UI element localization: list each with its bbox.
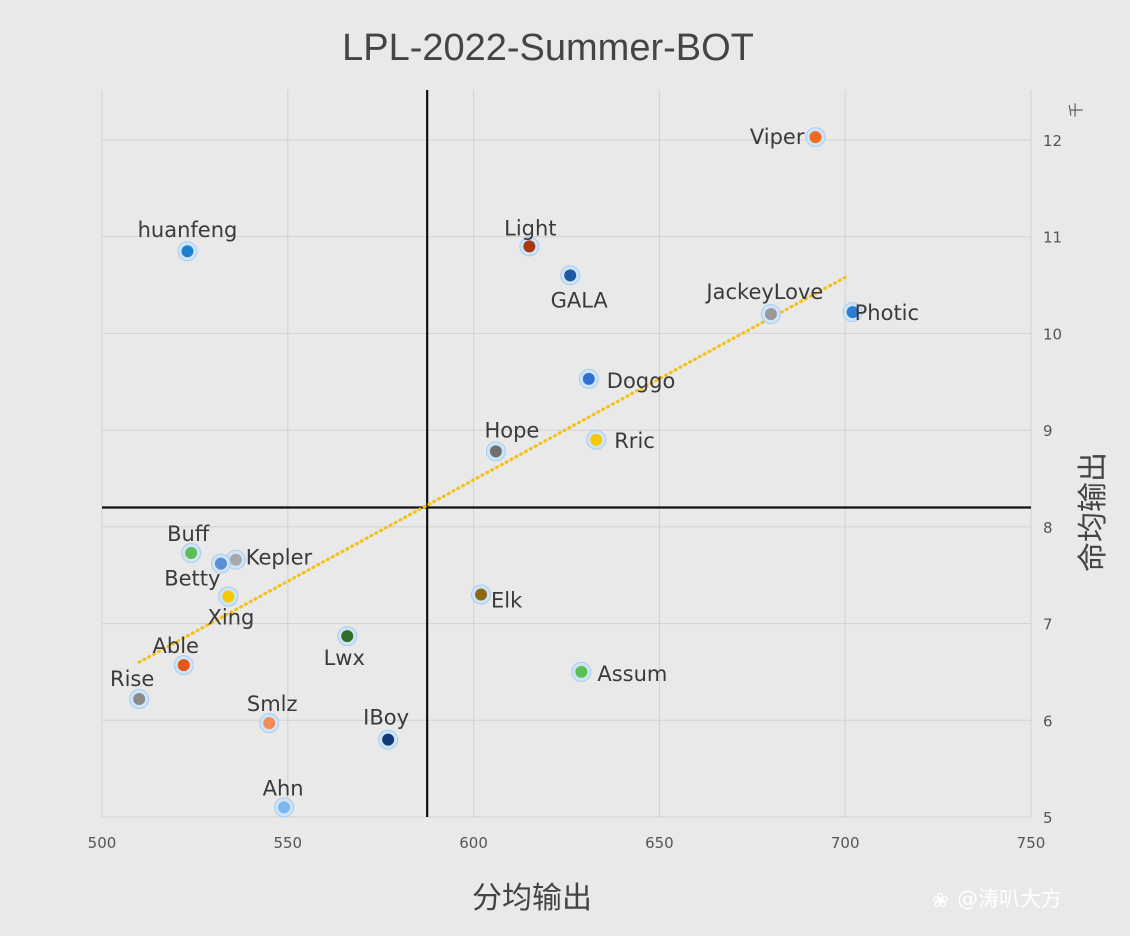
x-tick-label: 650 bbox=[645, 834, 674, 852]
x-tick-label: 600 bbox=[459, 834, 488, 852]
data-point-assum[interactable]: Assum bbox=[571, 661, 668, 686]
data-point-smlz[interactable]: Smlz bbox=[247, 692, 298, 734]
point-marker[interactable] bbox=[278, 801, 291, 814]
point-label: Doggo bbox=[607, 369, 676, 393]
data-point-rric[interactable]: Rric bbox=[586, 429, 655, 453]
y-tick-label: 6 bbox=[1043, 712, 1053, 730]
y-tick-label: 7 bbox=[1043, 616, 1053, 634]
points-layer: Viper huanfeng Light GALA JackeyLove Photic Do… bbox=[110, 125, 919, 818]
point-marker[interactable] bbox=[382, 733, 395, 746]
data-point-kepler[interactable]: Kepler bbox=[225, 546, 313, 570]
x-tick-labels: 500 550 600 650 700 750 bbox=[88, 834, 1046, 852]
data-point-buff[interactable]: Buff bbox=[167, 522, 210, 563]
data-point-xing[interactable]: Xing bbox=[207, 553, 254, 630]
point-label: Able bbox=[153, 634, 199, 658]
point-label: Betty bbox=[164, 566, 220, 590]
point-marker[interactable] bbox=[564, 269, 577, 282]
data-point-viper[interactable]: Viper bbox=[750, 125, 826, 149]
point-marker[interactable] bbox=[523, 240, 536, 253]
point-label: Xing bbox=[207, 606, 254, 630]
y-tick-label: 11 bbox=[1043, 229, 1062, 247]
point-label: Lwx bbox=[324, 646, 365, 670]
point-marker[interactable] bbox=[764, 308, 777, 321]
reference-lines bbox=[102, 90, 1031, 817]
watermark-text: @涛叭大方 bbox=[957, 887, 1062, 911]
point-marker[interactable] bbox=[575, 665, 588, 678]
chart-title: LPL-2022-Summer-BOT bbox=[342, 27, 754, 69]
watermark: ❀ @涛叭大方 bbox=[932, 887, 1062, 912]
y-tick-labels: 5 6 7 8 9 10 11 12 bbox=[1043, 132, 1062, 827]
point-label: Ahn bbox=[263, 776, 304, 800]
data-point-ahn[interactable]: Ahn bbox=[263, 776, 304, 818]
data-point-light[interactable]: Light bbox=[504, 216, 557, 257]
point-marker[interactable] bbox=[177, 659, 190, 672]
point-marker[interactable] bbox=[582, 372, 595, 385]
data-point-hope[interactable]: Hope bbox=[484, 418, 539, 462]
point-label: Kepler bbox=[246, 546, 313, 570]
point-marker[interactable] bbox=[263, 717, 276, 730]
point-marker[interactable] bbox=[341, 630, 354, 643]
paw-icon: ❀ bbox=[932, 888, 949, 912]
point-marker[interactable] bbox=[846, 306, 859, 319]
data-point-lwx[interactable]: Lwx bbox=[324, 626, 365, 671]
x-tick-label: 500 bbox=[88, 834, 117, 852]
data-point-gala[interactable]: GALA bbox=[551, 265, 609, 313]
x-axis-label: 分均输出 bbox=[472, 881, 592, 916]
point-label: Photic bbox=[855, 301, 919, 325]
point-marker[interactable] bbox=[133, 693, 146, 706]
data-point-doggo[interactable]: Doggo bbox=[578, 368, 676, 393]
data-point-able[interactable]: Able bbox=[153, 634, 199, 676]
y-axis-label: 命均输出 bbox=[1076, 452, 1111, 572]
point-label: Smlz bbox=[247, 692, 298, 716]
x-tick-label: 700 bbox=[831, 834, 860, 852]
data-point-photic[interactable]: Photic bbox=[842, 301, 919, 325]
point-label: Elk bbox=[491, 589, 523, 613]
point-marker[interactable] bbox=[809, 131, 822, 144]
point-marker[interactable] bbox=[475, 588, 488, 601]
data-point-huanfeng[interactable]: huanfeng bbox=[138, 218, 238, 262]
y-tick-label: 8 bbox=[1043, 519, 1053, 537]
x-tick-label: 750 bbox=[1017, 834, 1046, 852]
point-marker[interactable] bbox=[590, 433, 603, 446]
point-marker[interactable] bbox=[222, 590, 235, 603]
point-label: Rise bbox=[110, 667, 154, 691]
point-label: Assum bbox=[597, 662, 667, 686]
point-label: GALA bbox=[551, 288, 609, 312]
point-label: Hope bbox=[484, 418, 539, 442]
y-tick-label: 12 bbox=[1043, 132, 1062, 150]
data-point-iboy[interactable]: IBoy bbox=[363, 706, 409, 750]
point-label: JackeyLove bbox=[704, 280, 823, 304]
point-label: huanfeng bbox=[138, 218, 238, 242]
x-tick-label: 550 bbox=[273, 834, 302, 852]
point-marker[interactable] bbox=[214, 557, 227, 570]
point-label: Buff bbox=[167, 522, 210, 546]
y-tick-label: 5 bbox=[1043, 809, 1053, 827]
point-marker[interactable] bbox=[229, 553, 242, 566]
point-marker[interactable] bbox=[489, 445, 502, 458]
trendline bbox=[137, 275, 847, 664]
point-label: IBoy bbox=[363, 706, 409, 730]
y-unit-label: 千 bbox=[1067, 102, 1085, 117]
y-tick-label: 10 bbox=[1043, 325, 1062, 343]
data-point-elk[interactable]: Elk bbox=[471, 584, 524, 613]
data-point-betty[interactable]: Betty bbox=[164, 566, 239, 607]
data-point-rise[interactable]: Rise bbox=[110, 667, 154, 710]
point-label: Rric bbox=[614, 429, 655, 453]
trendline-layer bbox=[137, 275, 847, 664]
data-point-jackeylove[interactable]: JackeyLove bbox=[704, 280, 823, 325]
y-tick-label: 9 bbox=[1043, 422, 1053, 440]
point-marker[interactable] bbox=[181, 245, 194, 258]
point-label: Light bbox=[504, 216, 556, 240]
point-label: Viper bbox=[750, 125, 805, 149]
point-marker[interactable] bbox=[185, 546, 198, 559]
